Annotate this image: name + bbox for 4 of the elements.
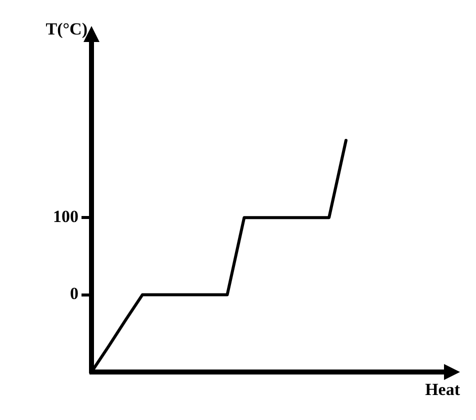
- y-tick-label: 0: [70, 284, 78, 304]
- y-tick-label: 100: [53, 206, 78, 226]
- x-axis-title: Heat: [425, 380, 460, 399]
- y-axis-title: T(°C): [46, 19, 88, 38]
